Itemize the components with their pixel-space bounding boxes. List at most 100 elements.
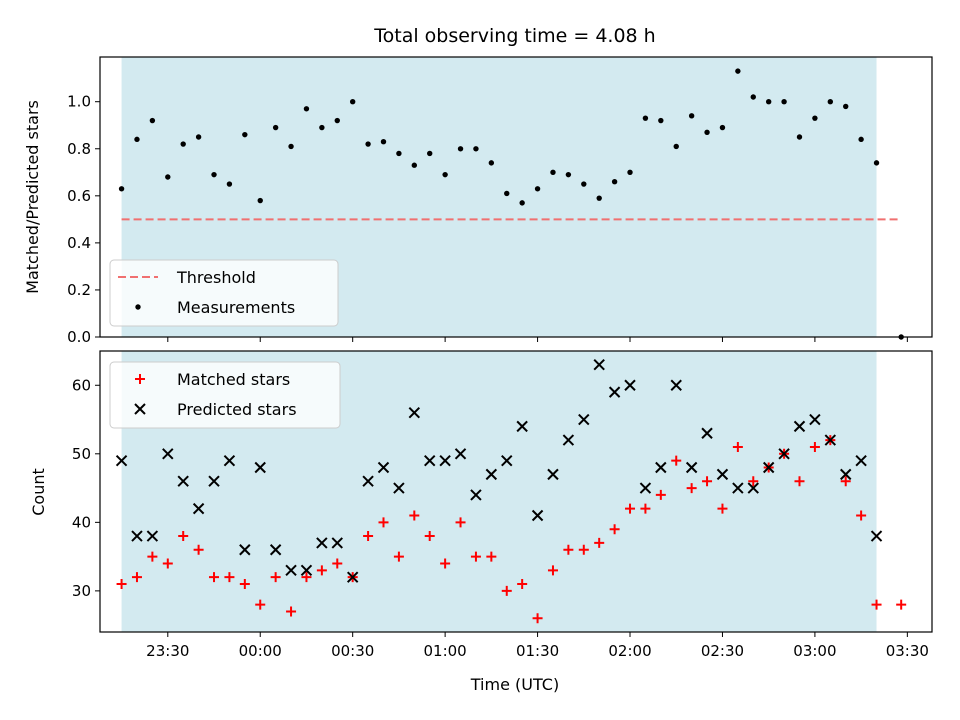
measurement-point — [380, 139, 387, 145]
measurement-point — [596, 195, 602, 201]
matched-stars-point — [224, 572, 235, 583]
predicted-stars-point — [855, 454, 867, 467]
x-axis-label: Time (UTC) — [470, 675, 559, 694]
predicted-stars-point — [547, 468, 559, 481]
predicted-stars-point — [269, 544, 282, 556]
measurement-point — [365, 141, 371, 147]
measurement-point — [180, 141, 186, 147]
predicted-stars-point — [624, 379, 636, 391]
matched-stars-point — [286, 606, 297, 617]
measurement-point — [319, 124, 325, 131]
predicted-stars-point — [685, 461, 698, 474]
measurement-point — [581, 181, 587, 187]
matched-stars-point — [486, 551, 497, 562]
legend-measurements-label: Measurements — [177, 298, 295, 317]
predicted-stars-point — [608, 386, 621, 398]
measurement-point — [257, 197, 263, 204]
matched-stars-point — [116, 579, 127, 590]
predicted-stars-point — [516, 420, 528, 433]
predicted-stars-point — [639, 482, 652, 494]
predicted-stars-point — [377, 461, 390, 474]
predicted-stars-point — [192, 502, 205, 515]
matched-stars-point — [316, 565, 327, 576]
predicted-stars-point — [732, 482, 744, 494]
y-tick-label: 40 — [72, 513, 91, 531]
measurement-point — [765, 99, 772, 105]
measurement-point — [627, 169, 633, 175]
x-tick-label: 03:00 — [793, 642, 836, 660]
axes-frame — [99, 350, 933, 633]
x-tick-label: 01:30 — [516, 642, 559, 660]
y-tick-label: 0.4 — [67, 234, 91, 252]
top-y-axis-label: Matched/Predicted stars — [23, 100, 42, 294]
matched-stars-point — [501, 585, 512, 596]
predicted-stars-point — [870, 530, 883, 542]
measurement-point — [473, 146, 479, 152]
measurement-point — [349, 99, 356, 105]
measurement-point — [334, 117, 340, 124]
measurement-point — [242, 131, 248, 138]
predicted-stars-point — [115, 454, 128, 467]
matched-stars-point — [131, 572, 142, 583]
predicted-stars-point — [346, 571, 359, 583]
measurement-point — [488, 160, 495, 166]
matched-stars-point — [640, 503, 651, 514]
predicted-stars-point — [655, 461, 667, 474]
matched-stars-point — [455, 517, 466, 528]
axes-frame — [99, 56, 933, 338]
predicted-stars-point — [824, 434, 837, 446]
predicted-stars-point — [562, 434, 575, 446]
predicted-stars-point — [362, 475, 374, 487]
predicted-stars-point — [162, 448, 174, 460]
predicted-stars-point — [578, 413, 590, 426]
legend-threshold-label: Threshold — [176, 268, 256, 287]
measurement-point — [226, 181, 233, 187]
predicted-stars-point — [470, 489, 482, 501]
x-tick-label: 02:00 — [608, 642, 651, 660]
measurement-point — [704, 129, 710, 135]
measurement-point — [427, 150, 433, 157]
measurement-point — [688, 113, 695, 119]
matched-stars-point — [255, 599, 266, 610]
x-tick-label: 01:00 — [424, 642, 467, 660]
measurement-point — [719, 124, 726, 131]
x-tick-label: 00:30 — [331, 642, 374, 660]
measurement-point — [149, 117, 156, 124]
legend-matched-swatch — [135, 374, 145, 384]
measurement-point — [411, 162, 418, 168]
legend-measurements-swatch — [135, 304, 141, 310]
bottom-y-axis-label: Count — [29, 468, 48, 516]
matched-stars-point — [794, 476, 805, 487]
predicted-stars-point — [778, 448, 790, 460]
matched-stars-point — [393, 551, 404, 562]
matched-stars-point — [748, 476, 759, 487]
predicted-stars-point — [809, 413, 821, 426]
predicted-stars-point — [408, 406, 421, 419]
measurement-point — [843, 103, 849, 110]
matched-stars-point — [702, 476, 713, 487]
x-tick-label: 00:00 — [239, 642, 282, 660]
matched-stars-point — [717, 503, 728, 514]
measurement-point — [534, 186, 541, 192]
predicted-stars-point — [454, 448, 467, 460]
measurement-point — [858, 136, 864, 143]
legend-box — [109, 361, 341, 429]
matched-stars-point — [896, 599, 907, 610]
predicted-stars-point — [840, 468, 852, 481]
matched-stars-point — [162, 558, 173, 569]
matched-stars-point — [332, 558, 343, 569]
predicted-stars-point — [716, 468, 729, 481]
measurement-point — [457, 146, 464, 152]
matched-stars-point — [532, 613, 543, 624]
matched-stars-point — [609, 524, 620, 535]
measurement-point — [134, 136, 140, 143]
matched-stars-point — [809, 441, 820, 452]
matched-stars-point — [671, 455, 682, 466]
predicted-stars-point — [285, 564, 297, 577]
predicted-stars-point — [701, 427, 713, 439]
matched-stars-point — [625, 503, 636, 514]
y-tick-label: 50 — [72, 445, 91, 463]
matched-stars-point — [301, 572, 312, 583]
matched-stars-point — [440, 558, 451, 569]
